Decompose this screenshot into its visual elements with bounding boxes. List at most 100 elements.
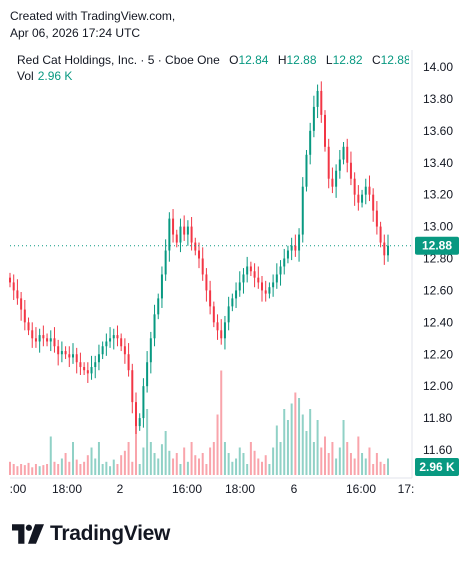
candle-body — [160, 274, 163, 299]
candle-body — [209, 290, 212, 307]
candle-body — [235, 290, 238, 299]
volume-bar — [190, 442, 193, 475]
volume-bar — [109, 466, 112, 475]
candle-body — [305, 154, 308, 187]
candle-body — [190, 226, 193, 243]
volume-bar — [138, 464, 141, 475]
open-value: 12.84 — [238, 53, 269, 67]
volume-bar — [331, 442, 334, 475]
candle-body — [42, 335, 45, 339]
price-tick-label: 11.80 — [423, 411, 452, 425]
price-tick-label: 12.60 — [423, 283, 453, 297]
candle-body — [294, 245, 297, 251]
candle-body — [31, 330, 34, 339]
candle-body — [20, 298, 23, 310]
volume-bar — [375, 453, 378, 475]
candle-body — [9, 277, 11, 283]
candle-body — [201, 258, 204, 275]
volume-bar — [387, 458, 389, 475]
candle-body — [368, 186, 371, 195]
candle-body — [116, 335, 119, 339]
volume-tag-background — [415, 458, 459, 476]
candle-body — [79, 362, 82, 368]
candle-body — [123, 346, 126, 355]
symbol-label[interactable]: Red Cat Holdings, Inc. · 5 · Cboe One — [17, 53, 220, 67]
volume-bar — [279, 442, 282, 475]
volume-bar — [264, 455, 267, 475]
candle-body — [12, 282, 15, 291]
volume-bar — [38, 466, 41, 475]
candle-body — [38, 335, 41, 342]
candle-body — [60, 351, 63, 355]
volume-legend: Vol 2.96 K — [17, 68, 72, 84]
volume-bars — [9, 370, 389, 475]
volume-bar — [272, 447, 275, 475]
volume-bar — [127, 442, 130, 475]
volume-bar — [361, 453, 364, 475]
volume-bar — [353, 458, 356, 475]
volume-bar — [160, 444, 163, 475]
candle-body — [198, 250, 200, 259]
candle-body — [346, 146, 349, 163]
volume-bar — [153, 453, 156, 475]
candle-body — [175, 234, 178, 243]
volume-bar — [379, 461, 382, 475]
volume-bar — [179, 464, 182, 475]
volume-bar — [223, 442, 226, 475]
candle-body — [149, 338, 152, 363]
volume-bar — [383, 464, 386, 475]
volume-bar — [368, 447, 371, 475]
candle-body — [216, 322, 219, 331]
candle-body — [75, 354, 78, 363]
price-tick-label: 13.80 — [423, 92, 453, 106]
open-label: O — [229, 53, 239, 67]
volume-bar — [97, 442, 100, 475]
candle-body — [301, 186, 304, 235]
volume-bar — [120, 455, 123, 475]
volume-bar — [27, 462, 30, 475]
volume-bar — [349, 453, 352, 475]
candle-body — [194, 242, 197, 251]
created-with-text: Created with TradingView.com, — [10, 9, 176, 23]
tradingview-brand[interactable]: TradingView — [12, 522, 170, 546]
volume-bar — [305, 431, 308, 475]
volume-bar — [290, 403, 293, 475]
volume-bar — [49, 436, 52, 475]
time-tick-label: 16:00 — [346, 482, 376, 496]
volume-bar — [60, 458, 63, 475]
volume-bar — [112, 459, 115, 475]
candle-body — [153, 314, 156, 339]
volume-bar — [212, 442, 215, 475]
time-tick-label: :00 — [10, 482, 27, 496]
candle-body — [186, 226, 189, 235]
volume-bar — [235, 458, 238, 475]
candle-body — [231, 298, 234, 307]
volume-bar — [116, 464, 119, 475]
high-label: H — [277, 53, 287, 67]
candle-body — [238, 282, 241, 291]
candle-body — [387, 245, 389, 256]
candle-body — [298, 234, 301, 251]
volume-bar — [83, 461, 86, 475]
price-tick-label: 13.60 — [423, 124, 453, 138]
volume-bar — [186, 461, 189, 475]
volume-bar — [357, 436, 360, 475]
volume-bar — [216, 414, 219, 475]
timestamp-text: Apr 06, 2026 17:24 UTC — [10, 26, 141, 40]
candle-body — [164, 250, 167, 275]
volume-bar — [157, 458, 160, 475]
candle-body — [72, 354, 74, 358]
time-tick-label: 2 — [117, 482, 124, 496]
candle-body — [127, 354, 130, 371]
candle-body — [383, 242, 386, 256]
candle-body — [290, 245, 293, 251]
volume-bar — [261, 461, 263, 475]
volume-bar — [75, 459, 78, 475]
brand-name: TradingView — [50, 522, 171, 545]
chart-header: Created with TradingView.com, Apr 06, 20… — [10, 8, 175, 42]
candle-body — [327, 146, 330, 179]
close-value: 12.88… — [380, 53, 409, 67]
candle-body — [261, 282, 263, 291]
candle-body — [120, 338, 123, 347]
